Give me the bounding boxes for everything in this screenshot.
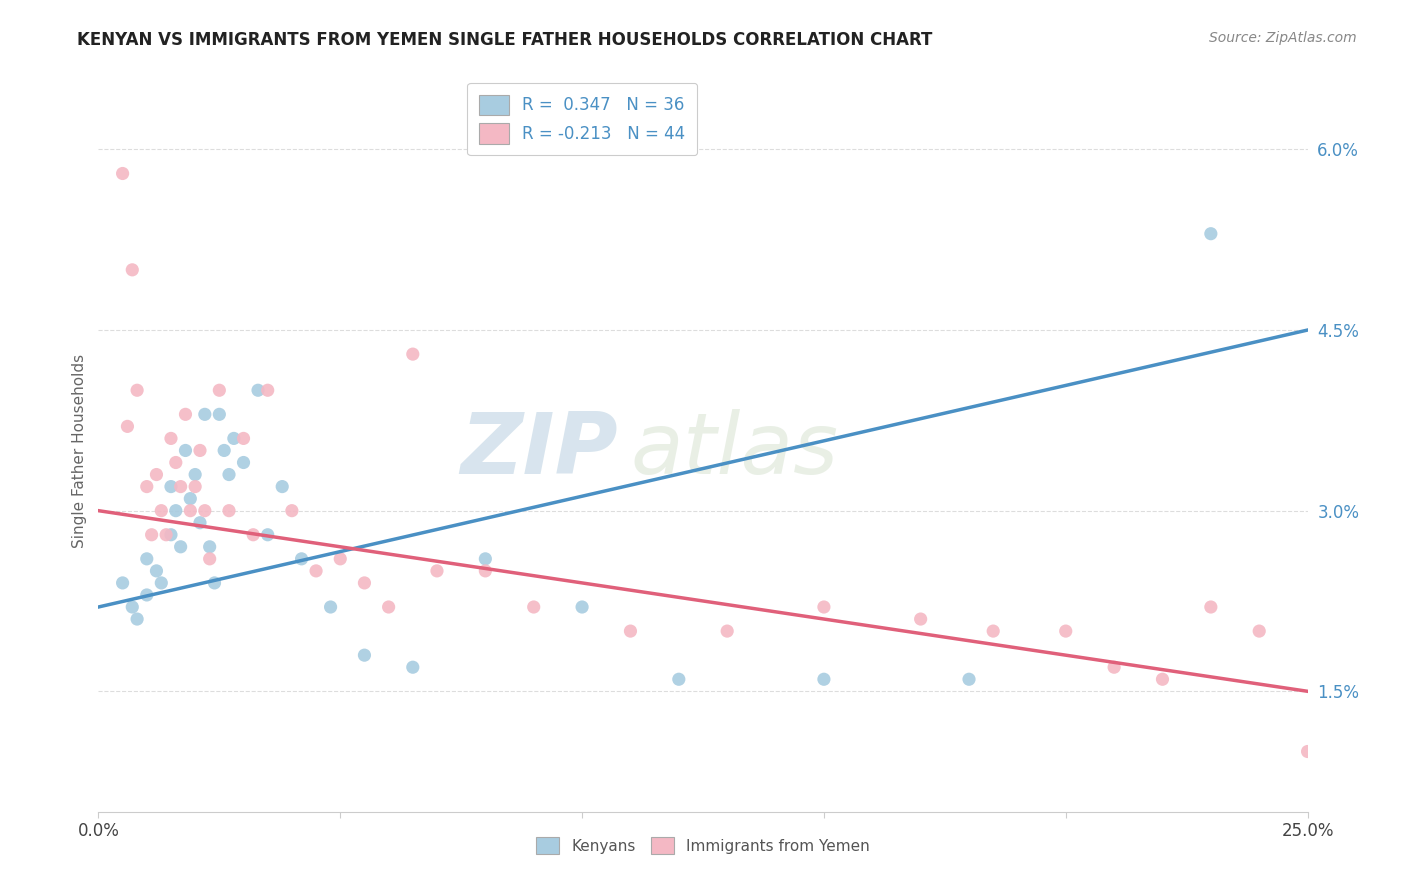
Text: KENYAN VS IMMIGRANTS FROM YEMEN SINGLE FATHER HOUSEHOLDS CORRELATION CHART: KENYAN VS IMMIGRANTS FROM YEMEN SINGLE F… bbox=[77, 31, 932, 49]
Point bbox=[160, 528, 183, 542]
Point bbox=[117, 419, 139, 434]
Point bbox=[1152, 673, 1174, 687]
Point bbox=[1249, 624, 1271, 639]
Point bbox=[242, 528, 264, 542]
Point bbox=[208, 407, 231, 422]
Point bbox=[111, 576, 134, 591]
Point bbox=[474, 551, 496, 566]
Point bbox=[155, 528, 177, 542]
Point bbox=[165, 503, 187, 517]
Point bbox=[981, 624, 1004, 639]
Point bbox=[218, 467, 240, 482]
Point bbox=[247, 384, 270, 398]
Point bbox=[111, 166, 134, 180]
Point bbox=[150, 576, 173, 591]
Point bbox=[256, 528, 278, 542]
Point bbox=[281, 503, 304, 517]
Point bbox=[188, 443, 211, 458]
Point bbox=[160, 480, 183, 494]
Text: ZIP: ZIP bbox=[461, 409, 619, 492]
Point bbox=[141, 528, 163, 542]
Point bbox=[127, 384, 149, 398]
Point bbox=[121, 600, 143, 615]
Point bbox=[619, 624, 641, 639]
Point bbox=[218, 503, 240, 517]
Point bbox=[179, 503, 201, 517]
Point bbox=[169, 480, 191, 494]
Point bbox=[1199, 600, 1222, 615]
Point bbox=[135, 551, 157, 566]
Point bbox=[1102, 660, 1125, 674]
Point bbox=[668, 673, 690, 687]
Point bbox=[232, 432, 254, 446]
Point bbox=[169, 540, 191, 554]
Point bbox=[194, 407, 217, 422]
Point bbox=[319, 600, 342, 615]
Point bbox=[145, 564, 167, 578]
Point bbox=[184, 480, 207, 494]
Point bbox=[1320, 660, 1343, 674]
Point bbox=[329, 551, 352, 566]
Point bbox=[271, 480, 294, 494]
Point bbox=[353, 576, 375, 591]
Text: Source: ZipAtlas.com: Source: ZipAtlas.com bbox=[1209, 31, 1357, 45]
Point bbox=[474, 564, 496, 578]
Point bbox=[174, 407, 197, 422]
Point bbox=[402, 347, 425, 361]
Point bbox=[135, 588, 157, 602]
Point bbox=[813, 600, 835, 615]
Text: atlas: atlas bbox=[630, 409, 838, 492]
Point bbox=[716, 624, 738, 639]
Point bbox=[1296, 744, 1319, 758]
Point bbox=[426, 564, 449, 578]
Point bbox=[571, 600, 593, 615]
Point bbox=[160, 432, 183, 446]
Point bbox=[188, 516, 211, 530]
Point bbox=[212, 443, 235, 458]
Point bbox=[222, 432, 245, 446]
Point bbox=[150, 503, 173, 517]
Point bbox=[184, 467, 207, 482]
Point bbox=[194, 503, 217, 517]
Point bbox=[957, 673, 980, 687]
Point bbox=[204, 576, 226, 591]
Point bbox=[232, 455, 254, 469]
Point bbox=[198, 551, 221, 566]
Point bbox=[121, 263, 143, 277]
Point bbox=[165, 455, 187, 469]
Point bbox=[523, 600, 546, 615]
Legend: Kenyans, Immigrants from Yemen: Kenyans, Immigrants from Yemen bbox=[529, 829, 877, 862]
Point bbox=[910, 612, 932, 626]
Point bbox=[813, 673, 835, 687]
Point bbox=[145, 467, 167, 482]
Point bbox=[305, 564, 328, 578]
Point bbox=[1054, 624, 1077, 639]
Point bbox=[198, 540, 221, 554]
Point bbox=[402, 660, 425, 674]
Point bbox=[377, 600, 399, 615]
Point bbox=[179, 491, 201, 506]
Y-axis label: Single Father Households: Single Father Households bbox=[72, 353, 87, 548]
Point bbox=[353, 648, 375, 663]
Point bbox=[290, 551, 312, 566]
Point bbox=[174, 443, 197, 458]
Point bbox=[256, 384, 278, 398]
Point bbox=[127, 612, 149, 626]
Point bbox=[208, 384, 231, 398]
Point bbox=[135, 480, 157, 494]
Point bbox=[1199, 227, 1222, 241]
